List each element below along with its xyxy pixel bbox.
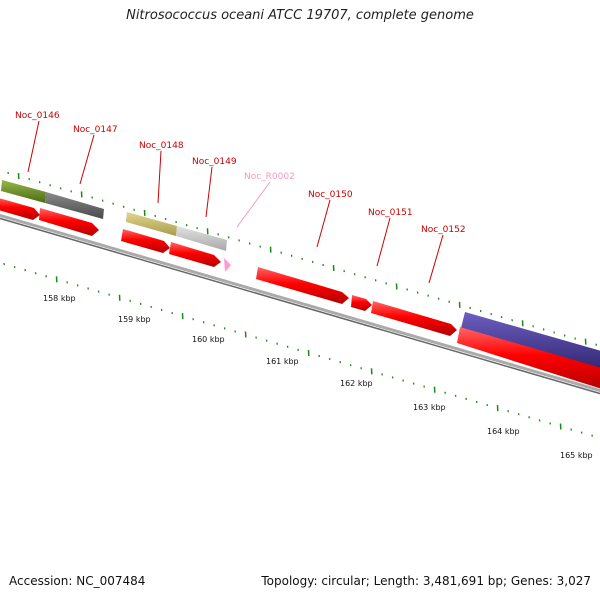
gene-leader-lines — [27, 120, 444, 284]
scale-label: 162 kbp — [340, 379, 373, 388]
cog-block-noc0148 — [126, 212, 177, 236]
gene-arrow-noc0148 — [121, 229, 170, 253]
scale-label: 159 kbp — [118, 315, 151, 324]
gene-arrow-noc0152-b — [457, 327, 600, 389]
cog-block-noc0152 — [461, 312, 600, 371]
gene-label-noc0152[interactable]: Noc_0152 — [421, 225, 466, 235]
gene-arrow-noc0146 — [0, 198, 40, 220]
gene-arrow-noc0149 — [169, 242, 221, 267]
cog-block-noc0149 — [176, 226, 227, 251]
genome-summary-text: Topology: circular; Length: 3,481,691 bp… — [261, 574, 591, 588]
gene-label-noc0151[interactable]: Noc_0151 — [368, 208, 413, 218]
gene-label-noc0147[interactable]: Noc_0147 — [73, 125, 118, 135]
gene-arrow-noc0150 — [256, 267, 349, 304]
scale-label: 160 kbp — [192, 335, 225, 344]
upper-tick-row — [7, 171, 597, 346]
cog-block-noc0147 — [45, 192, 104, 219]
gene-labels: Noc_0146 Noc_0147 Noc_0148 Noc_0149 Noc_… — [15, 111, 466, 235]
accession-text: Accession: NC_007484 — [9, 574, 146, 588]
gene-track — [0, 198, 600, 389]
cog-track — [1, 180, 600, 371]
scale-label: 163 kbp — [413, 403, 446, 412]
map-title: Nitrosococcus oceani ATCC 19707, complet… — [126, 8, 474, 23]
gene-arrow-noc0147 — [39, 208, 99, 236]
gene-arrow-noc0152-a — [371, 301, 457, 336]
scale-label: 161 kbp — [266, 357, 299, 366]
gene-label-noc-r0002[interactable]: Noc_R0002 — [244, 172, 295, 182]
scale-label: 165 kbp — [560, 451, 593, 460]
gene-arrow-noc0151 — [351, 295, 372, 311]
scale-labels: 158 kbp 159 kbp 160 kbp 161 kbp 162 kbp … — [43, 294, 593, 460]
gene-label-noc0149[interactable]: Noc_0149 — [192, 157, 237, 167]
gene-label-noc0146[interactable]: Noc_0146 — [15, 111, 60, 121]
gene-label-noc0148[interactable]: Noc_0148 — [139, 141, 184, 151]
rna-arrow-noc-r0002 — [224, 258, 231, 272]
lower-tick-row — [3, 262, 593, 437]
scale-label: 158 kbp — [43, 294, 76, 303]
gene-label-noc0150[interactable]: Noc_0150 — [308, 190, 353, 200]
backbone — [0, 213, 600, 395]
cog-block-noc0146 — [1, 180, 46, 203]
scale-label: 164 kbp — [487, 427, 520, 436]
